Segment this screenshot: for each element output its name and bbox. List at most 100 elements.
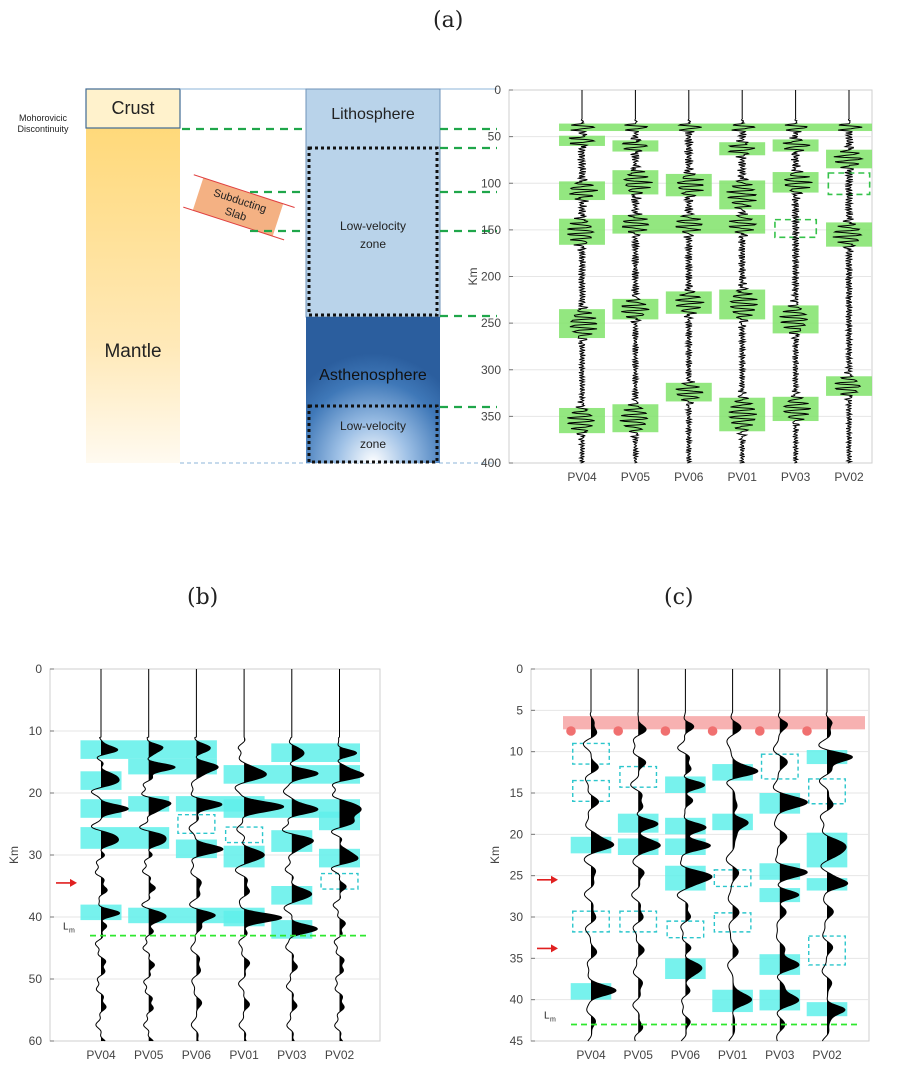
- red-dot: [613, 726, 623, 736]
- highlight-box: [559, 181, 605, 201]
- trace-pv05: [619, 90, 653, 464]
- moho-label-line2: Discontinuity: [17, 124, 69, 134]
- highlight-box: [559, 123, 872, 132]
- highlight-box: [559, 135, 605, 146]
- station-label-pv06: PV06: [671, 1048, 701, 1062]
- dashed-box: [808, 935, 846, 966]
- red-arrow-head: [551, 875, 558, 884]
- station-label-pv03: PV03: [781, 470, 811, 484]
- highlight-box: [719, 397, 766, 432]
- y-tick-label: 0: [516, 662, 523, 676]
- trace-pv02: [832, 90, 864, 464]
- trace-pv06: [188, 669, 224, 1042]
- panel-label-c: (c): [664, 585, 694, 610]
- y-tick-label: 100: [481, 176, 501, 190]
- red-arrow-head: [70, 878, 77, 887]
- moho-label-line1: Mohorovicic: [19, 113, 68, 123]
- red-dot: [566, 726, 576, 736]
- station-label-pv06: PV06: [674, 470, 704, 484]
- y-tick-label: 150: [481, 223, 501, 237]
- trace-pv01: [726, 90, 758, 464]
- panel-label-a: (a): [433, 8, 464, 33]
- trace-pv04: [567, 90, 598, 464]
- highlight-box: [665, 382, 712, 402]
- trace-pv04: [90, 669, 129, 1042]
- y-tick-label: 10: [510, 745, 524, 759]
- mantle-label: Mantle: [104, 341, 161, 362]
- trace-positive-fill: [196, 669, 223, 1041]
- y-tick-label: 35: [510, 951, 524, 965]
- y-tick-label: 20: [29, 786, 43, 800]
- station-label-pv03: PV03: [277, 1048, 307, 1062]
- station-label-pv01: PV01: [728, 470, 758, 484]
- y-tick-label: 30: [510, 910, 524, 924]
- trace-positive-fill: [339, 669, 364, 1041]
- dashed-box: [177, 814, 216, 835]
- mantle-column: [86, 128, 180, 463]
- y-tick-label: 0: [494, 83, 501, 97]
- trace-positive-fill: [779, 669, 808, 1041]
- y-tick-label: 40: [29, 910, 43, 924]
- trace-pv02: [330, 669, 365, 1042]
- trace-positive-fill: [638, 669, 661, 1041]
- station-label-pv05: PV05: [621, 470, 651, 484]
- y-tick-label: 50: [488, 130, 502, 144]
- highlight-box: [826, 222, 872, 247]
- red-dot: [755, 726, 765, 736]
- red-dot: [660, 726, 671, 736]
- y-tick-label: 10: [29, 724, 43, 738]
- highlight-box: [826, 149, 872, 169]
- station-label-pv05: PV05: [134, 1048, 164, 1062]
- moho-label-subscript: m: [550, 1016, 556, 1023]
- lvz-lower-label-1: Low-velocity: [340, 419, 406, 433]
- trace-pv02: [818, 669, 853, 1042]
- station-label-pv06: PV06: [182, 1048, 212, 1062]
- lithosphere-label: Lithosphere: [331, 106, 415, 123]
- trace-pv03: [779, 90, 813, 464]
- lvz-upper-label-1: Low-velocity: [340, 219, 406, 233]
- y-axis-label: Km: [488, 846, 502, 864]
- asthenosphere-label: Asthenosphere: [319, 367, 427, 384]
- trace-pv03: [281, 669, 319, 1042]
- lvz-lower-label-2: zone: [360, 437, 386, 451]
- station-label-pv04: PV04: [567, 470, 597, 484]
- subducting-slab: Subducting Slab: [183, 174, 295, 241]
- highlight-box: [612, 298, 659, 320]
- dashed-box: [666, 920, 705, 939]
- y-axis-label: Km: [466, 267, 480, 285]
- highlight-box: [612, 214, 766, 234]
- station-label-pv01: PV01: [718, 1048, 748, 1062]
- y-tick-label: 5: [516, 703, 523, 717]
- station-label-pv03: PV03: [765, 1048, 795, 1062]
- station-label-pv01: PV01: [229, 1048, 259, 1062]
- y-tick-label: 350: [481, 409, 501, 423]
- lvz-upper-box: [307, 146, 439, 317]
- lithosphere-block: [305, 88, 441, 318]
- y-tick-label: 200: [481, 270, 501, 284]
- red-dot: [802, 726, 812, 736]
- trace-pv04: [582, 669, 617, 1042]
- station-label-pv02: PV02: [325, 1048, 355, 1062]
- y-tick-label: 15: [510, 786, 524, 800]
- y-axis-label: Km: [7, 846, 21, 864]
- highlight-box: [559, 407, 605, 434]
- trace-positive-fill: [685, 669, 712, 1041]
- panel-label-b: (b): [187, 585, 219, 610]
- trace-pv06: [675, 90, 705, 464]
- moho-label-subscript: m: [69, 928, 75, 935]
- y-tick-label: 0: [35, 662, 42, 676]
- trace-positive-fill: [291, 669, 319, 1041]
- crust-label: Crust: [111, 98, 154, 118]
- trace-pv05: [630, 669, 661, 1042]
- y-tick-label: 20: [510, 827, 524, 841]
- lvz-upper-label-2: zone: [360, 237, 386, 251]
- red-arrow-head: [551, 944, 558, 953]
- trace-pv03: [772, 669, 808, 1042]
- moho-label: L: [63, 922, 69, 933]
- y-tick-label: 40: [510, 993, 524, 1007]
- boundary-guide-lines: [182, 127, 497, 409]
- highlight-box: [612, 140, 659, 152]
